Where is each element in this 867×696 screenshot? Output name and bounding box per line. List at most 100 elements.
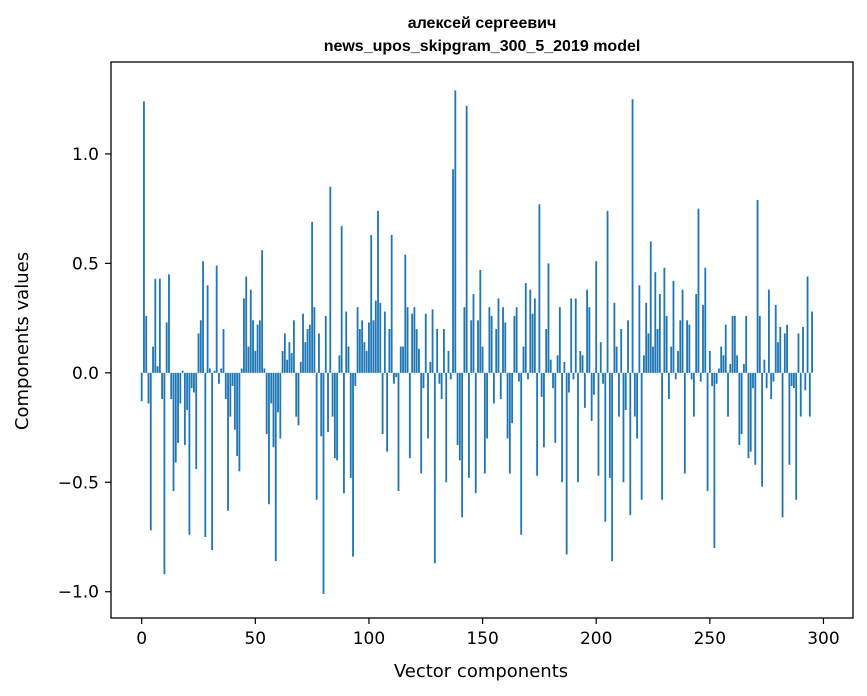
bar	[461, 372, 464, 518]
bar	[265, 372, 268, 435]
bar	[504, 322, 507, 373]
bar	[352, 372, 354, 557]
bar	[243, 298, 245, 373]
bar	[479, 269, 482, 373]
bar	[193, 372, 195, 393]
bar	[356, 307, 359, 373]
bar	[583, 372, 586, 408]
bar	[215, 265, 218, 373]
bar	[152, 346, 154, 373]
bar	[186, 372, 189, 411]
bar	[456, 372, 459, 446]
y-tick-label: −1.0	[58, 583, 99, 603]
bar	[743, 364, 745, 373]
bar	[445, 372, 448, 483]
bar	[386, 372, 389, 452]
bar	[211, 372, 214, 551]
bar	[568, 372, 570, 393]
bar	[577, 372, 579, 483]
chart-title: алексей сергеевич	[408, 15, 557, 32]
bar	[724, 324, 727, 373]
bar	[711, 372, 714, 386]
y-tick-label: 0.0	[72, 364, 99, 384]
bar	[281, 350, 284, 373]
bar	[290, 353, 293, 373]
bar	[561, 372, 564, 483]
bar	[206, 285, 209, 373]
bar	[638, 285, 641, 373]
bar	[320, 372, 323, 437]
bar	[554, 372, 557, 443]
bar	[793, 372, 795, 389]
bar	[720, 346, 723, 373]
bar	[731, 315, 734, 373]
bar	[333, 372, 336, 459]
bar	[547, 263, 550, 373]
bar	[213, 370, 216, 373]
bar	[302, 313, 304, 373]
bar	[408, 372, 411, 459]
bar	[349, 372, 352, 478]
bar	[502, 307, 504, 373]
bar	[233, 372, 236, 430]
bar	[204, 372, 207, 537]
bar	[254, 350, 257, 373]
bar	[261, 250, 264, 373]
bar	[158, 278, 161, 373]
bar	[470, 320, 473, 373]
bar	[370, 234, 373, 373]
bar	[272, 372, 275, 448]
bar	[427, 372, 429, 439]
bar	[474, 372, 477, 494]
bar	[715, 372, 718, 384]
bar	[515, 307, 518, 373]
bar	[318, 333, 320, 373]
bar	[433, 372, 436, 564]
bar	[493, 372, 495, 404]
bar	[338, 355, 341, 373]
bar	[229, 372, 232, 417]
bar	[790, 372, 793, 386]
bar	[529, 289, 532, 373]
bar	[329, 186, 332, 373]
bar	[708, 350, 711, 373]
bar	[552, 372, 554, 389]
bar	[665, 315, 668, 373]
bar	[263, 368, 266, 373]
bar	[361, 320, 364, 373]
bar	[799, 372, 802, 417]
bar	[652, 346, 654, 373]
bar	[306, 329, 309, 373]
bar	[718, 368, 720, 373]
bar	[347, 346, 350, 373]
bar	[702, 304, 704, 373]
bar	[340, 226, 343, 373]
bar	[368, 322, 370, 373]
bar	[252, 320, 254, 373]
bar	[377, 210, 379, 373]
bar	[161, 372, 164, 400]
bar	[390, 234, 393, 373]
bar	[331, 372, 334, 417]
bar	[220, 368, 223, 373]
bar	[629, 372, 632, 516]
bar	[270, 372, 273, 404]
bar	[488, 307, 491, 373]
bar	[572, 372, 575, 380]
bar	[168, 274, 170, 373]
bar	[465, 105, 468, 373]
bar	[779, 326, 782, 373]
y-tick-label: 0.5	[72, 254, 99, 274]
bar	[145, 315, 148, 373]
bar	[763, 359, 766, 373]
x-tick-label: 300	[807, 629, 839, 649]
bar	[565, 372, 568, 555]
bar	[429, 361, 432, 373]
bar	[231, 372, 234, 386]
bar	[579, 350, 582, 373]
bar	[199, 320, 202, 373]
bar	[163, 372, 166, 575]
bar	[788, 372, 791, 465]
bar	[245, 276, 248, 373]
bar	[549, 359, 552, 373]
